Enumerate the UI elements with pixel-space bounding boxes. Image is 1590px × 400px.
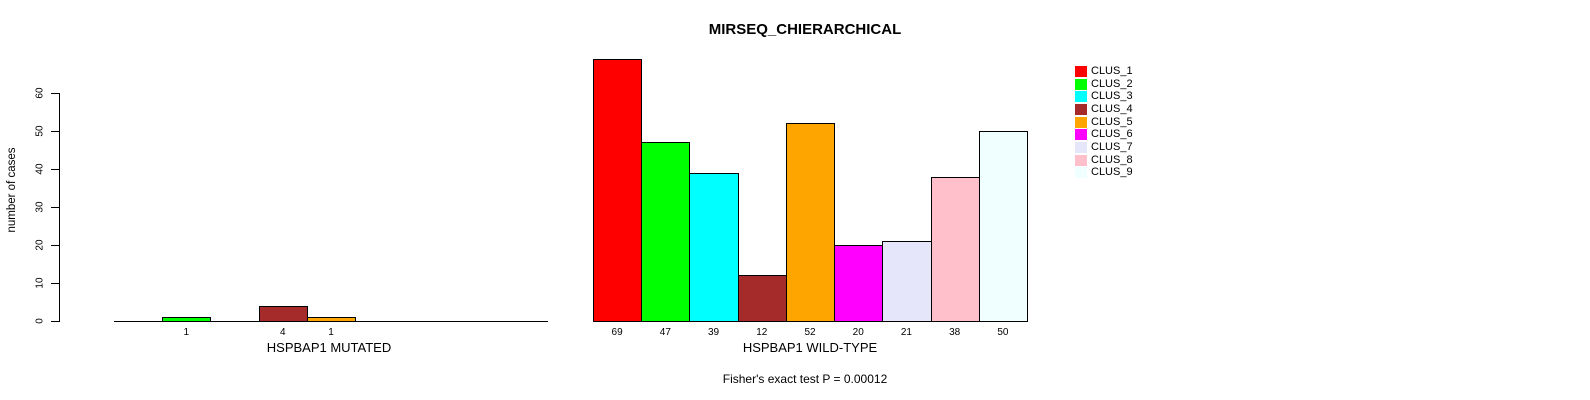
bar-value-label: 69 [611, 327, 623, 338]
bar-value-label: 1 [328, 327, 334, 338]
legend-entry-clus-9: CLUS_9 [1075, 167, 1133, 180]
bar-clus-3-wild-type [689, 173, 739, 322]
legend-swatch-clus-2 [1075, 78, 1087, 90]
y-tick-mark [51, 169, 59, 170]
legend-entry-clus-2: CLUS_2 [1075, 78, 1133, 91]
bar-value-label: 12 [756, 327, 768, 338]
x-axis-title-mutated: HSPBAP1 MUTATED [266, 340, 392, 355]
bar-clus-2-mutated [162, 317, 211, 322]
legend-entry-clus-7: CLUS_7 [1075, 141, 1133, 154]
legend-entry-clus-8: CLUS_8 [1075, 154, 1133, 167]
y-tick-mark [51, 321, 59, 322]
legend-entry-clus-6: CLUS_6 [1075, 128, 1133, 141]
y-axis-line [59, 93, 60, 322]
legend: CLUS_1 CLUS_2 CLUS_3 CLUS_4 CLUS_5 CLUS_6 CLUS… [1075, 65, 1133, 179]
legend-entry-clus-4: CLUS_4 [1075, 103, 1133, 116]
legend-entry-clus-3: CLUS_3 [1075, 90, 1133, 103]
legend-label-clus-7: CLUS_7 [1091, 140, 1133, 153]
legend-swatch-clus-5 [1075, 116, 1087, 128]
legend-label-clus-4: CLUS_4 [1091, 102, 1133, 115]
bar-value-label: 50 [997, 327, 1009, 338]
bar-clus-6-wild-type [834, 245, 883, 322]
bar-clus-8-wild-type [931, 177, 980, 322]
legend-label-clus-3: CLUS_3 [1091, 90, 1133, 103]
y-axis-title: number of cases [6, 147, 18, 233]
bar-value-label: 20 [852, 327, 864, 338]
bar-clus-2-wild-type [641, 142, 690, 322]
legend-swatch-clus-7 [1075, 141, 1087, 153]
legend-swatch-clus-6 [1075, 129, 1087, 141]
bar-value-label: 39 [707, 327, 720, 338]
x-axis-title-wild-type: HSPBAP1 WILD-TYPE [742, 340, 878, 355]
bar-clus-4-mutated [259, 306, 308, 322]
legend-entry-clus-1: CLUS_1 [1075, 65, 1133, 78]
legend-entry-clus-5: CLUS_5 [1075, 116, 1133, 129]
bar-value-label: 4 [279, 327, 286, 338]
legend-label-clus-5: CLUS_5 [1091, 115, 1133, 128]
y-tick-label: 50 [34, 125, 46, 137]
y-tick-label: 40 [34, 163, 46, 175]
legend-label-clus-6: CLUS_6 [1091, 128, 1133, 141]
legend-label-clus-9: CLUS_9 [1091, 166, 1133, 179]
legend-swatch-clus-3 [1075, 91, 1087, 103]
bar-value-label: 47 [659, 327, 671, 338]
bar-clus-9-wild-type [979, 131, 1028, 322]
bar-clus-7-wild-type [882, 241, 932, 322]
bar-clus-1-wild-type [593, 59, 642, 322]
fisher-test-annotation: Fisher's exact test P = 0.00012 [722, 372, 888, 386]
y-tick-label: 0 [34, 318, 46, 324]
y-tick-mark [51, 283, 59, 284]
y-tick-mark [51, 131, 59, 132]
bar-value-label: 38 [949, 327, 961, 338]
bar-clus-4-wild-type [738, 275, 787, 322]
chart-title: MIRSEQ_CHIERARCHICAL [708, 21, 902, 38]
legend-swatch-clus-1 [1075, 65, 1087, 77]
y-tick-label: 10 [34, 277, 46, 289]
y-tick-mark [51, 245, 59, 246]
legend-swatch-clus-8 [1075, 154, 1087, 166]
bar-clus-5-wild-type [786, 123, 835, 322]
legend-swatch-clus-4 [1075, 103, 1087, 115]
legend-label-clus-8: CLUS_8 [1091, 153, 1133, 166]
bar-clus-5-mutated [307, 317, 356, 322]
y-tick-mark [51, 93, 59, 94]
bar-value-label: 21 [900, 327, 912, 338]
y-tick-label: 30 [34, 201, 46, 213]
bar-value-label: 1 [183, 327, 190, 338]
y-tick-mark [51, 207, 59, 208]
legend-label-clus-2: CLUS_2 [1091, 77, 1133, 90]
legend-label-clus-1: CLUS_1 [1091, 64, 1133, 77]
legend-swatch-clus-9 [1075, 167, 1087, 179]
bar-value-label: 52 [804, 327, 816, 338]
y-tick-label: 20 [34, 239, 46, 251]
y-tick-label: 60 [34, 87, 46, 99]
